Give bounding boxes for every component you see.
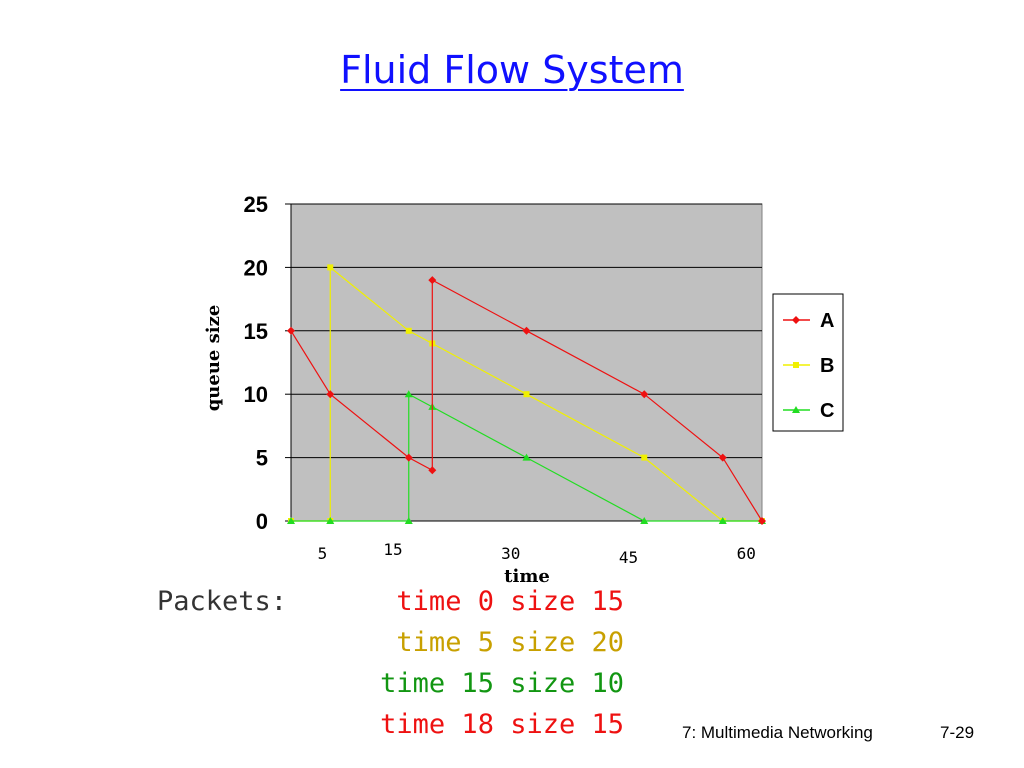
y-tick-label: 25 <box>244 192 268 217</box>
x-tick-label: 15 <box>383 540 402 559</box>
y-tick-label: 5 <box>256 446 268 471</box>
x-tick-label: 60 <box>737 544 756 563</box>
series-a <box>287 276 766 525</box>
data-point <box>404 517 413 524</box>
data-point <box>718 453 727 462</box>
queue-size-chart: 0 5 10 15 20 25 5 15 30 45 60 time queue size A B C <box>203 192 844 587</box>
data-point <box>428 276 437 285</box>
data-point <box>792 316 800 324</box>
data-point <box>287 326 295 335</box>
legend-box <box>772 293 844 432</box>
packet-line-3: time 15 size 10 <box>380 668 624 699</box>
data-point <box>428 466 437 475</box>
data-point <box>793 362 799 368</box>
x-tick-label: 5 <box>318 544 328 563</box>
data-point <box>718 517 727 524</box>
packet-line-1: time 0 size 15 <box>396 586 624 617</box>
data-point <box>792 406 800 413</box>
y-tick-label: 0 <box>256 509 268 534</box>
data-point <box>640 517 649 524</box>
footer-course: 7: Multimedia Networking <box>682 723 873 742</box>
data-point <box>327 264 334 271</box>
packet-line-2: time 5 size 20 <box>396 627 624 658</box>
legend-label: B <box>820 355 834 377</box>
data-point <box>404 453 413 462</box>
x-tick-label: 30 <box>501 544 520 563</box>
footer-page-number: 7-29 <box>940 723 975 742</box>
data-point <box>641 454 648 461</box>
y-tick-label: 10 <box>244 382 268 407</box>
x-tick-label: 45 <box>619 548 638 567</box>
data-point <box>640 390 649 399</box>
y-tick-label: 15 <box>244 319 268 344</box>
data-point <box>405 327 412 334</box>
legend-label: C <box>820 400 834 422</box>
data-point <box>758 517 766 525</box>
legend: A B C <box>772 293 844 432</box>
data-point <box>326 390 335 399</box>
legend-label: A <box>820 310 834 332</box>
slide-title: Fluid Flow System <box>340 48 684 92</box>
data-point <box>326 517 335 524</box>
data-point <box>523 391 530 398</box>
data-point <box>522 326 531 335</box>
y-axis-label: queue size <box>203 305 224 412</box>
x-axis-label: time <box>504 566 550 587</box>
plot-area <box>290 203 763 522</box>
data-point <box>522 453 531 461</box>
y-tick-label: 20 <box>244 255 268 280</box>
packets-label: Packets: <box>157 586 288 617</box>
data-point <box>287 517 295 524</box>
packet-line-4: time 18 size 15 <box>380 709 624 740</box>
data-point <box>404 390 413 398</box>
